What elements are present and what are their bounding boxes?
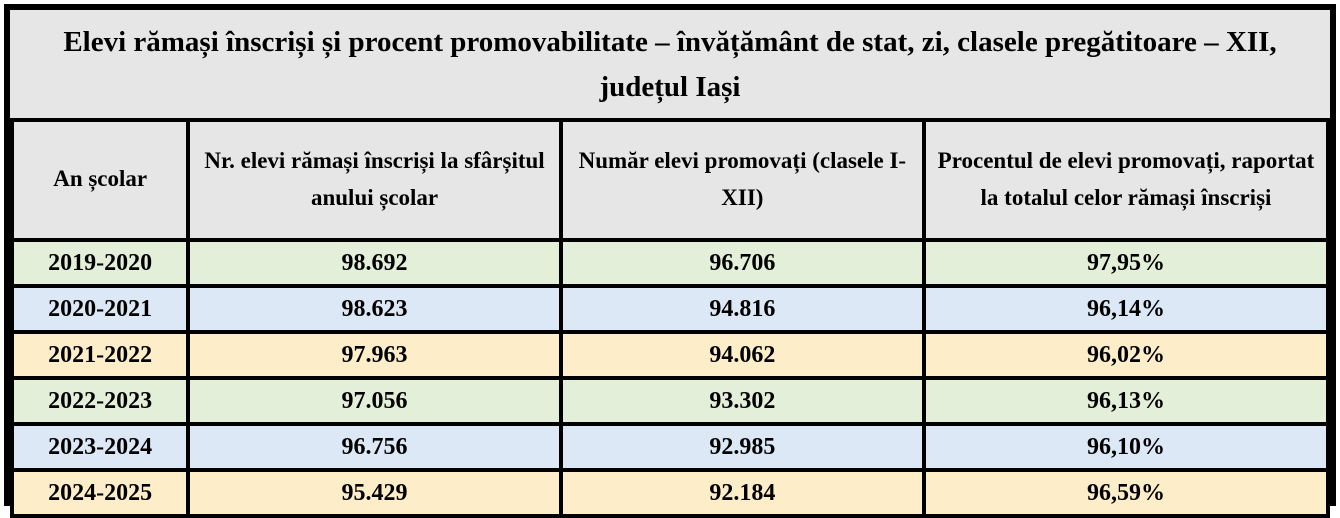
enrolled-cell: 97.056 <box>186 375 563 426</box>
year-cell: 2020-2021 <box>9 283 191 334</box>
table-row: 2020-2021 98.623 94.816 96,14% <box>9 283 1331 334</box>
percent-cell: 96,59% <box>921 467 1331 518</box>
enrolled-cell: 95.429 <box>186 467 563 518</box>
percent-cell: 96,02% <box>921 329 1331 380</box>
promoted-cell: 94.062 <box>558 329 926 380</box>
table-title: Elevi rămași înscriși și procent promova… <box>10 10 1330 118</box>
table-row: 2023-2024 96.756 92.985 96,10% <box>9 421 1331 472</box>
year-cell: 2024-2025 <box>9 467 191 518</box>
promoted-cell: 92.985 <box>558 421 926 472</box>
promoted-cell: 92.184 <box>558 467 926 518</box>
year-cell: 2021-2022 <box>9 329 191 380</box>
table-row: 2022-2023 97.056 93.302 96,13% <box>9 375 1331 426</box>
promoted-cell: 94.816 <box>558 283 926 334</box>
enrolled-cell: 96.756 <box>186 421 563 472</box>
promoted-cell: 93.302 <box>558 375 926 426</box>
year-cell: 2023-2024 <box>9 421 191 472</box>
enrolled-cell: 98.623 <box>186 283 563 334</box>
column-header-enrolled: Nr. elevi rămași înscriși la sfârșitul a… <box>186 117 563 242</box>
percent-cell: 96,14% <box>921 283 1331 334</box>
column-header-percent: Procentul de elevi promovați, raportat l… <box>921 117 1331 242</box>
percent-cell: 96,10% <box>921 421 1331 472</box>
enrolled-cell: 98.692 <box>186 237 563 288</box>
promoted-cell: 96.706 <box>558 237 926 288</box>
percent-cell: 97,95% <box>921 237 1331 288</box>
header-row: An școlar Nr. elevi rămași înscriși la s… <box>9 117 1331 242</box>
column-header-promoted: Număr elevi promovați (clasele I-XII) <box>558 117 926 242</box>
table-row: 2019-2020 98.692 96.706 97,95% <box>9 237 1331 288</box>
statistics-table: An școlar Nr. elevi rămași înscriși la s… <box>9 117 1331 518</box>
year-cell: 2019-2020 <box>9 237 191 288</box>
table-row: 2024-2025 95.429 92.184 96,59% <box>9 467 1331 518</box>
column-header-year: An școlar <box>9 117 191 242</box>
table-frame: Elevi rămași înscriși și procent promova… <box>4 4 1336 518</box>
year-cell: 2022-2023 <box>9 375 191 426</box>
enrolled-cell: 97.963 <box>186 329 563 380</box>
table-row: 2021-2022 97.963 94.062 96,02% <box>9 329 1331 380</box>
percent-cell: 96,13% <box>921 375 1331 426</box>
